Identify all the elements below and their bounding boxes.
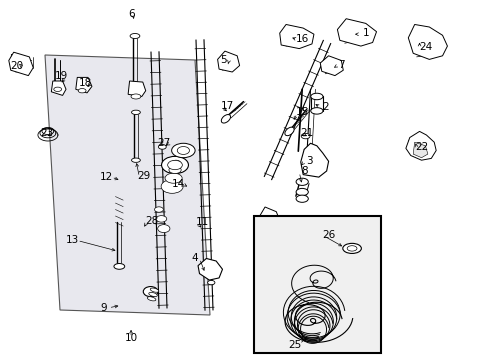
- Ellipse shape: [221, 114, 230, 123]
- Text: 17: 17: [220, 101, 234, 111]
- Ellipse shape: [156, 216, 166, 222]
- Polygon shape: [320, 56, 343, 76]
- Text: 25: 25: [287, 340, 301, 350]
- Text: 28: 28: [144, 216, 158, 226]
- Polygon shape: [128, 81, 145, 96]
- Polygon shape: [217, 51, 239, 72]
- Polygon shape: [51, 81, 66, 95]
- Text: 14: 14: [171, 179, 185, 189]
- Ellipse shape: [296, 195, 308, 202]
- Text: 11: 11: [196, 217, 209, 228]
- Text: 15: 15: [295, 107, 308, 117]
- Polygon shape: [279, 24, 313, 49]
- Text: 5: 5: [220, 55, 227, 66]
- Text: 13: 13: [65, 235, 79, 246]
- Ellipse shape: [296, 188, 308, 195]
- Ellipse shape: [143, 287, 158, 297]
- Text: 24: 24: [418, 42, 431, 52]
- Text: 22: 22: [414, 142, 427, 152]
- Ellipse shape: [171, 143, 195, 158]
- Text: 23: 23: [40, 128, 53, 138]
- Ellipse shape: [78, 89, 86, 93]
- Polygon shape: [412, 142, 427, 158]
- Text: 3: 3: [305, 156, 312, 166]
- Ellipse shape: [157, 225, 170, 233]
- Polygon shape: [264, 223, 302, 245]
- Text: 27: 27: [157, 138, 170, 148]
- Ellipse shape: [207, 280, 215, 285]
- Text: 19: 19: [54, 71, 68, 81]
- Ellipse shape: [342, 243, 361, 253]
- Ellipse shape: [131, 94, 141, 99]
- Polygon shape: [337, 19, 376, 46]
- Text: 20: 20: [11, 60, 23, 71]
- Ellipse shape: [150, 288, 159, 292]
- Ellipse shape: [301, 134, 309, 139]
- Text: 18: 18: [79, 78, 92, 88]
- Text: 21: 21: [300, 128, 313, 138]
- Text: 8: 8: [300, 166, 307, 176]
- Ellipse shape: [114, 264, 124, 269]
- Text: 1: 1: [362, 28, 368, 38]
- Text: 2: 2: [321, 102, 328, 112]
- Ellipse shape: [54, 87, 61, 91]
- Ellipse shape: [285, 127, 293, 136]
- Ellipse shape: [169, 166, 181, 174]
- Ellipse shape: [148, 292, 157, 297]
- Polygon shape: [45, 55, 209, 315]
- Ellipse shape: [296, 178, 308, 185]
- Ellipse shape: [131, 110, 140, 114]
- Text: 4: 4: [191, 253, 198, 264]
- Text: 9: 9: [100, 303, 107, 313]
- Polygon shape: [9, 52, 33, 76]
- Ellipse shape: [167, 160, 182, 170]
- Ellipse shape: [171, 160, 180, 165]
- Text: 10: 10: [124, 333, 137, 343]
- Ellipse shape: [177, 147, 189, 154]
- Ellipse shape: [310, 93, 323, 100]
- Text: 12: 12: [100, 172, 113, 182]
- Ellipse shape: [165, 173, 182, 183]
- Ellipse shape: [161, 156, 188, 174]
- Text: 29: 29: [137, 171, 151, 181]
- Ellipse shape: [147, 297, 156, 301]
- Text: 7: 7: [337, 60, 344, 70]
- Bar: [254, 216, 381, 353]
- Ellipse shape: [161, 180, 183, 193]
- Ellipse shape: [346, 246, 356, 251]
- Text: 16: 16: [295, 34, 308, 44]
- Ellipse shape: [130, 33, 140, 39]
- Text: 6: 6: [128, 9, 135, 19]
- Polygon shape: [300, 143, 328, 177]
- Ellipse shape: [154, 207, 163, 212]
- Polygon shape: [260, 207, 279, 226]
- Ellipse shape: [310, 108, 323, 114]
- Polygon shape: [76, 77, 92, 93]
- Polygon shape: [407, 24, 447, 59]
- Ellipse shape: [158, 144, 166, 149]
- Ellipse shape: [131, 158, 140, 162]
- Polygon shape: [287, 218, 302, 231]
- Polygon shape: [198, 258, 222, 280]
- Polygon shape: [405, 131, 435, 160]
- Text: 26: 26: [321, 230, 335, 240]
